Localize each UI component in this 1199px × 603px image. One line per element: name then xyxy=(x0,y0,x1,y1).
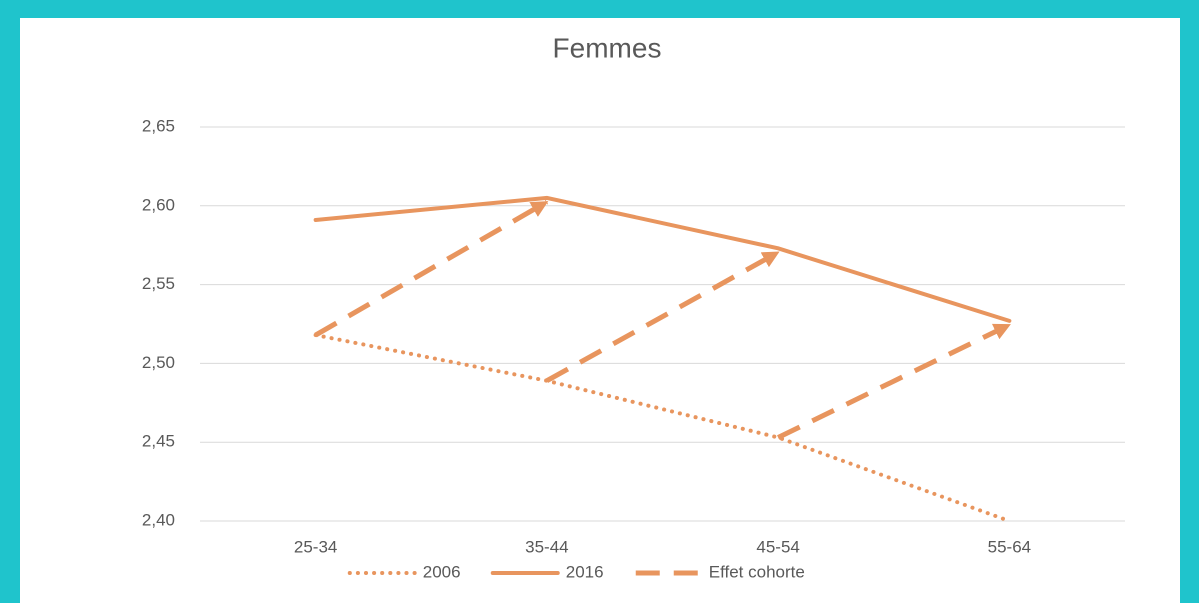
x-tick-label: 55-64 xyxy=(988,537,1031,556)
legend-label: 2006 xyxy=(423,562,461,581)
series-line xyxy=(313,195,1012,323)
cohort-arrow xyxy=(545,250,780,383)
legend-label: Effet cohorte xyxy=(709,562,805,581)
x-tick-label: 25-34 xyxy=(294,537,337,556)
chart-title: Femmes xyxy=(553,32,662,63)
y-tick-label: 2,50 xyxy=(142,353,175,372)
y-tick-label: 2,60 xyxy=(142,195,175,214)
y-tick-label: 2,40 xyxy=(142,510,175,529)
y-tick-label: 2,55 xyxy=(142,274,175,293)
cohort-arrow xyxy=(777,322,1011,440)
x-tick-label: 45-54 xyxy=(756,537,799,556)
plot-panel xyxy=(20,18,1180,603)
x-tick-label: 35-44 xyxy=(525,537,568,556)
cohort-arrow xyxy=(314,199,549,338)
series-line xyxy=(313,333,1012,523)
legend-label: 2016 xyxy=(566,562,604,581)
y-tick-label: 2,45 xyxy=(142,432,175,451)
y-tick-label: 2,65 xyxy=(142,116,175,135)
